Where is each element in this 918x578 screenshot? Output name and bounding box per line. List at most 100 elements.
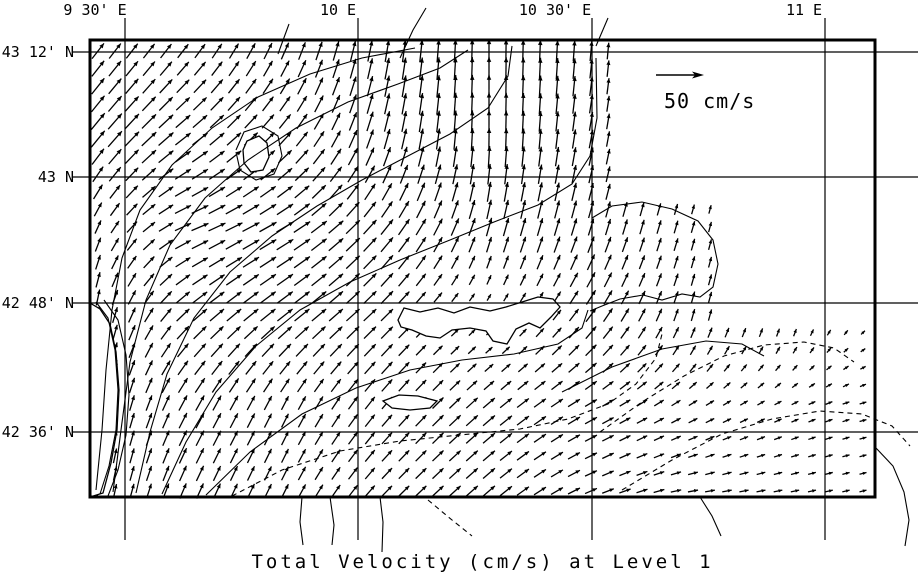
velocity-arrow xyxy=(451,182,459,202)
velocity-arrow xyxy=(842,471,850,475)
velocity-arrow xyxy=(465,485,479,497)
velocity-arrow xyxy=(124,95,140,112)
velocity-arrow xyxy=(707,309,713,321)
velocity-arrow xyxy=(807,489,817,493)
velocity-arrow xyxy=(433,345,443,356)
velocity-arrow xyxy=(178,447,188,464)
velocity-arrow xyxy=(739,471,749,476)
velocity-arrow xyxy=(95,254,101,270)
velocity-arrow xyxy=(176,61,190,76)
velocity-arrow xyxy=(435,128,441,150)
velocity-arrow xyxy=(160,325,172,340)
velocity-arrow xyxy=(636,435,648,442)
velocity-arrow xyxy=(605,183,611,200)
velocity-arrow xyxy=(859,383,867,388)
velocity-arrow xyxy=(211,377,223,393)
velocity-arrow xyxy=(162,448,170,464)
velocity-arrow xyxy=(331,431,341,445)
velocity-arrow xyxy=(329,343,343,357)
velocity-arrow xyxy=(91,148,105,165)
velocity-arrow xyxy=(636,470,648,476)
velocity-arrow xyxy=(158,222,174,232)
velocity-arrow xyxy=(349,94,357,114)
velocity-arrow xyxy=(208,168,226,180)
velocity-arrow xyxy=(723,363,731,372)
velocity-arrow xyxy=(467,346,477,355)
velocity-arrow xyxy=(312,148,326,165)
velocity-arrow xyxy=(328,255,344,269)
velocity-arrow xyxy=(639,202,645,217)
velocity-arrow xyxy=(550,433,564,443)
velocity-arrow xyxy=(195,447,205,464)
velocity-arrow xyxy=(225,256,243,268)
velocity-arrow xyxy=(502,236,510,253)
velocity-arrow xyxy=(277,149,293,164)
velocity-arrow xyxy=(208,204,226,215)
velocity-arrow xyxy=(499,450,513,462)
velocity-arrow xyxy=(691,204,695,215)
velocity-arrow xyxy=(366,93,374,114)
velocity-arrow xyxy=(208,256,226,268)
velocity-arrow xyxy=(347,165,359,183)
velocity-arrow xyxy=(226,132,242,146)
velocity-arrow xyxy=(208,186,226,198)
velocity-arrow xyxy=(174,168,192,180)
velocity-arrow xyxy=(209,274,225,286)
velocity-arrow xyxy=(125,167,139,182)
velocity-arrow xyxy=(246,42,256,60)
velocity-arrow xyxy=(842,401,850,405)
velocity-arrow xyxy=(401,128,408,150)
velocity-arrow xyxy=(434,182,442,202)
velocity-arrow xyxy=(554,146,560,167)
velocity-arrow xyxy=(259,221,277,233)
velocity-arrow xyxy=(605,201,611,218)
velocity-arrow xyxy=(364,485,376,497)
velocity-arrow xyxy=(191,222,209,232)
velocity-arrow xyxy=(142,203,156,216)
velocity-arrow xyxy=(314,466,324,481)
velocity-arrow xyxy=(859,401,867,405)
velocity-arrow xyxy=(673,238,679,252)
velocity-arrow xyxy=(330,361,342,375)
velocity-arrow xyxy=(263,378,273,393)
velocity-arrow xyxy=(108,78,122,95)
velocity-arrow xyxy=(278,113,292,129)
velocity-arrow xyxy=(555,75,560,97)
velocity-arrow xyxy=(128,307,136,323)
velocity-arrow xyxy=(281,466,289,481)
velocity-arrow xyxy=(364,183,376,201)
velocity-arrow xyxy=(381,432,393,445)
velocity-arrow xyxy=(550,398,564,408)
velocity-arrow xyxy=(261,114,275,129)
velocity-arrow xyxy=(552,309,562,321)
velocity-arrow xyxy=(211,43,223,59)
velocity-arrow xyxy=(808,382,816,388)
contour-line xyxy=(231,333,663,497)
velocity-arrow xyxy=(297,466,307,481)
velocity-arrow xyxy=(129,448,135,464)
velocity-arrow xyxy=(314,449,324,463)
velocity-arrow xyxy=(415,291,427,304)
velocity-arrow xyxy=(415,449,427,462)
velocity-arrow xyxy=(177,43,189,59)
velocity-arrow xyxy=(500,380,512,391)
velocity-arrow xyxy=(468,329,476,337)
velocity-arrow xyxy=(398,236,410,253)
elba-island xyxy=(397,296,561,345)
velocity-arrow xyxy=(567,416,581,425)
velocity-arrow xyxy=(158,239,174,250)
velocity-arrow xyxy=(705,399,715,407)
velocity-arrow xyxy=(468,199,476,219)
velocity-arrow xyxy=(418,75,425,98)
velocity-arrow xyxy=(263,42,273,60)
velocity-arrow xyxy=(485,346,493,354)
velocity-arrow xyxy=(637,344,647,356)
velocity-arrow xyxy=(415,467,427,480)
velocity-arrow xyxy=(229,430,239,446)
velocity-arrow xyxy=(452,164,459,185)
velocity-arrow xyxy=(111,255,119,270)
velocity-arrow xyxy=(245,60,257,77)
velocity-arrow xyxy=(311,273,327,287)
velocity-arrow xyxy=(756,453,766,458)
velocity-arrow xyxy=(436,39,441,63)
